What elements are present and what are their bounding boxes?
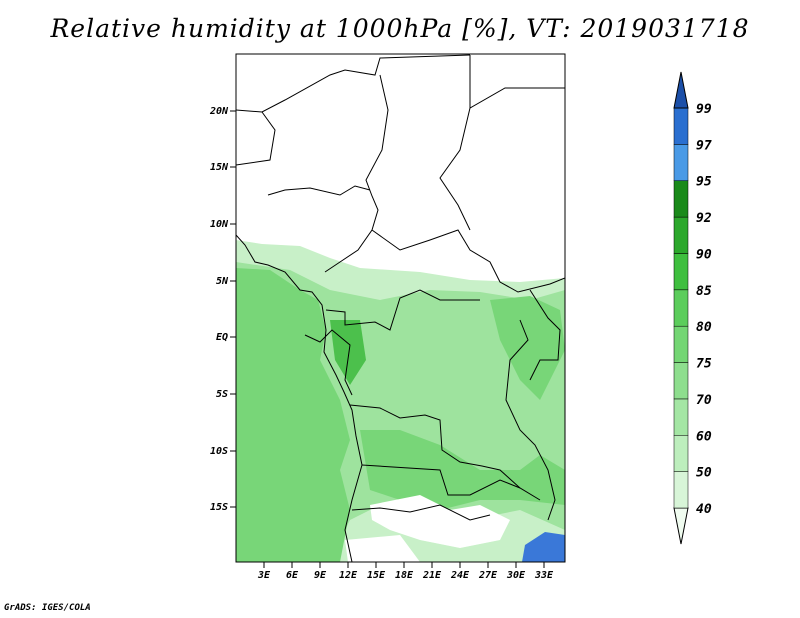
colorbar-segment xyxy=(673,398,689,436)
border-nigeria xyxy=(236,111,276,166)
sahel-border-2 xyxy=(469,55,565,109)
sahel-border-1 xyxy=(236,54,471,113)
lon-label-33e: 33E xyxy=(534,570,554,581)
map-title: Relative humidity at 1000hPa [%], VT: 20… xyxy=(50,14,750,43)
lat-label-5s: 5S xyxy=(216,389,228,400)
border-drc-angola xyxy=(349,404,521,489)
colorbar-label: 70 xyxy=(696,393,712,408)
colorbar-segment xyxy=(673,253,689,291)
border-car xyxy=(371,229,565,293)
border-angola-zambia xyxy=(361,464,541,501)
border-east-africa xyxy=(529,289,561,381)
lon-label-27e: 27E xyxy=(478,570,498,581)
lon-label-15e: 15E xyxy=(367,570,386,581)
colorbar-segment xyxy=(673,216,689,254)
colorbar-segment xyxy=(673,107,689,145)
humidity-field xyxy=(236,54,565,562)
lon-label-6e: 6E xyxy=(286,570,299,581)
lon-label-9e: 9E xyxy=(314,570,327,581)
colorbar-label: 95 xyxy=(696,175,712,190)
lat-label-20n: 20N xyxy=(209,106,229,117)
colorbar-segment xyxy=(673,144,689,181)
lat-label-15n: 15N xyxy=(210,162,229,173)
border-cameroon xyxy=(267,185,371,196)
humidity-region-ocean xyxy=(236,268,350,562)
coastline-west xyxy=(236,234,363,562)
dry-region-southwest xyxy=(345,535,420,562)
lon-label-18e: 18E xyxy=(395,570,414,581)
colorbar-label: 97 xyxy=(696,138,712,153)
dry-region-south xyxy=(370,495,510,548)
colorbar-label: 60 xyxy=(696,429,712,444)
colorbar-segment xyxy=(673,435,689,472)
colorbar-label: 90 xyxy=(696,247,712,262)
lon-label-24e: 24E xyxy=(450,570,470,581)
footer-credit: GrADS: IGES/COLA xyxy=(4,603,91,613)
lat-label-15s: 15S xyxy=(210,502,228,513)
colorbar-top-arrow xyxy=(673,71,689,109)
humidity-region-southern xyxy=(360,430,565,510)
colorbar-label: 92 xyxy=(696,211,712,226)
colorbar-label: 75 xyxy=(696,357,712,372)
lat-label-10s: 10S xyxy=(210,446,228,457)
lat-label-5n: 5N xyxy=(216,276,229,287)
colorbar-segment xyxy=(673,362,689,400)
humidity-region-blue xyxy=(522,532,565,562)
lon-label-30e: 30E xyxy=(506,570,526,581)
colorbar-segment xyxy=(673,471,689,509)
colorbar-segment xyxy=(673,325,689,363)
lon-axis: 3E 6E 9E 12E 15E 18E 21E 24E 27E 30E 33E xyxy=(257,562,554,581)
colorbar-label: 40 xyxy=(696,502,712,517)
border-east-lakes xyxy=(505,319,556,521)
border-congo-north xyxy=(325,289,480,331)
lon-label-12e: 12E xyxy=(339,570,358,581)
colorbar-segment xyxy=(673,289,689,327)
colorbar-label: 50 xyxy=(696,466,712,481)
colorbar-label: 99 xyxy=(696,102,712,117)
map-frame xyxy=(235,53,566,563)
colorbar-label: 85 xyxy=(696,284,712,299)
colorbar-segment xyxy=(673,180,689,218)
lon-label-3e: 3E xyxy=(257,570,271,581)
colorbar-label: 80 xyxy=(696,320,712,335)
lat-label-eq: EQ xyxy=(216,332,228,343)
colorbar-bottom-arrow xyxy=(673,507,689,545)
border-misc xyxy=(304,329,353,396)
humidity-region-east xyxy=(490,296,565,400)
border-namibia xyxy=(351,504,491,521)
lat-label-10n: 10N xyxy=(210,219,229,230)
country-borders xyxy=(236,54,565,562)
lon-label-21e: 21E xyxy=(422,570,442,581)
lat-axis: 20N 15N 10N 5N EQ 5S 10S 15S xyxy=(209,106,236,513)
colorbar: 40 50 60 70 75 80 85 90 92 95 97 99 xyxy=(673,71,712,545)
border-sudan xyxy=(439,107,471,231)
border-chad-west xyxy=(324,74,389,273)
